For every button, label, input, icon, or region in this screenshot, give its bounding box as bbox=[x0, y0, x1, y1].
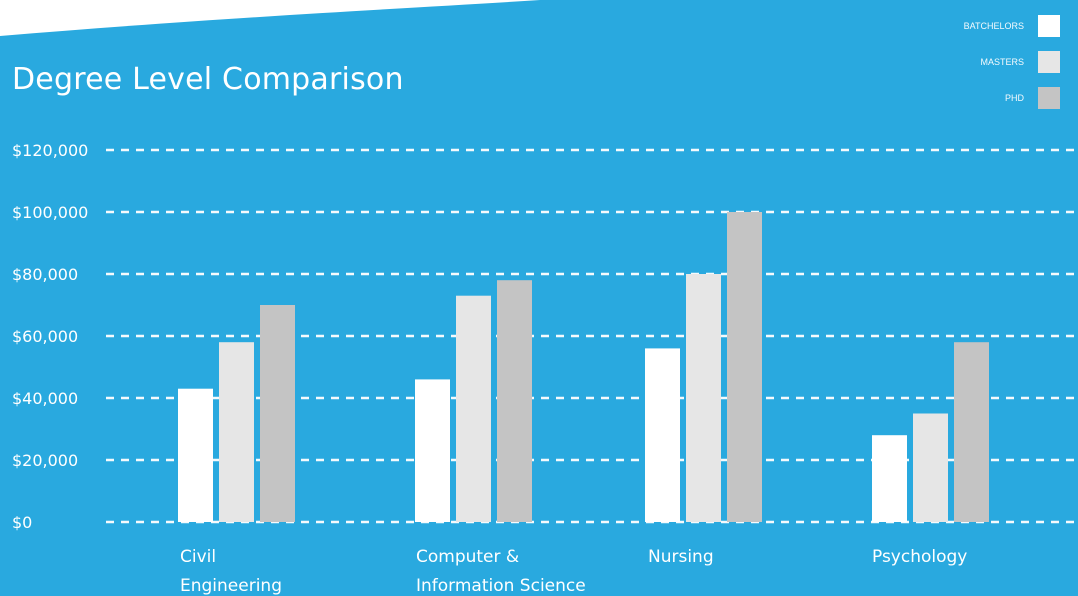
bar-batchelors bbox=[415, 379, 450, 522]
bar-batchelors bbox=[872, 435, 907, 522]
bar-masters bbox=[456, 295, 491, 522]
legend-swatch-masters bbox=[1038, 51, 1060, 73]
y-tick-label: $100,000 bbox=[12, 203, 88, 222]
x-category-label: Engineering bbox=[180, 576, 282, 596]
x-category-label: Psychology bbox=[872, 547, 967, 567]
bar-masters bbox=[686, 274, 721, 522]
legend-label-batchelors: BATCHELORS bbox=[963, 21, 1024, 31]
bar-masters bbox=[913, 413, 948, 522]
legend-item-phd: PHD bbox=[964, 80, 1060, 116]
bar-phd bbox=[497, 280, 532, 522]
legend-swatch-batchelors bbox=[1038, 15, 1060, 37]
legend-label-masters: MASTERS bbox=[980, 57, 1024, 67]
x-category-label: Computer & bbox=[416, 547, 519, 567]
y-tick-label: $0 bbox=[12, 513, 32, 532]
y-tick-label: $80,000 bbox=[12, 265, 78, 284]
bar-batchelors bbox=[178, 388, 213, 522]
y-tick-label: $120,000 bbox=[12, 141, 88, 160]
y-tick-label: $20,000 bbox=[12, 451, 78, 470]
legend-item-masters: MASTERS bbox=[964, 44, 1060, 80]
chart-title: Degree Level Comparison bbox=[12, 62, 404, 97]
bar-masters bbox=[219, 342, 254, 522]
bar-phd bbox=[260, 305, 295, 522]
legend: BATCHELORS MASTERS PHD bbox=[964, 8, 1060, 116]
y-tick-label: $40,000 bbox=[12, 389, 78, 408]
bar-phd bbox=[954, 342, 989, 522]
bar-phd bbox=[727, 212, 762, 522]
bar-batchelors bbox=[645, 348, 680, 522]
header-swoosh bbox=[0, 0, 540, 36]
x-category-label: Information Science bbox=[416, 576, 586, 596]
x-category-label: Civil bbox=[180, 547, 216, 567]
y-tick-label: $60,000 bbox=[12, 327, 78, 346]
legend-label-phd: PHD bbox=[1004, 93, 1024, 103]
legend-swatch-phd bbox=[1038, 87, 1060, 109]
legend-item-batchelors: BATCHELORS bbox=[964, 8, 1060, 44]
x-category-label: Nursing bbox=[648, 547, 714, 567]
